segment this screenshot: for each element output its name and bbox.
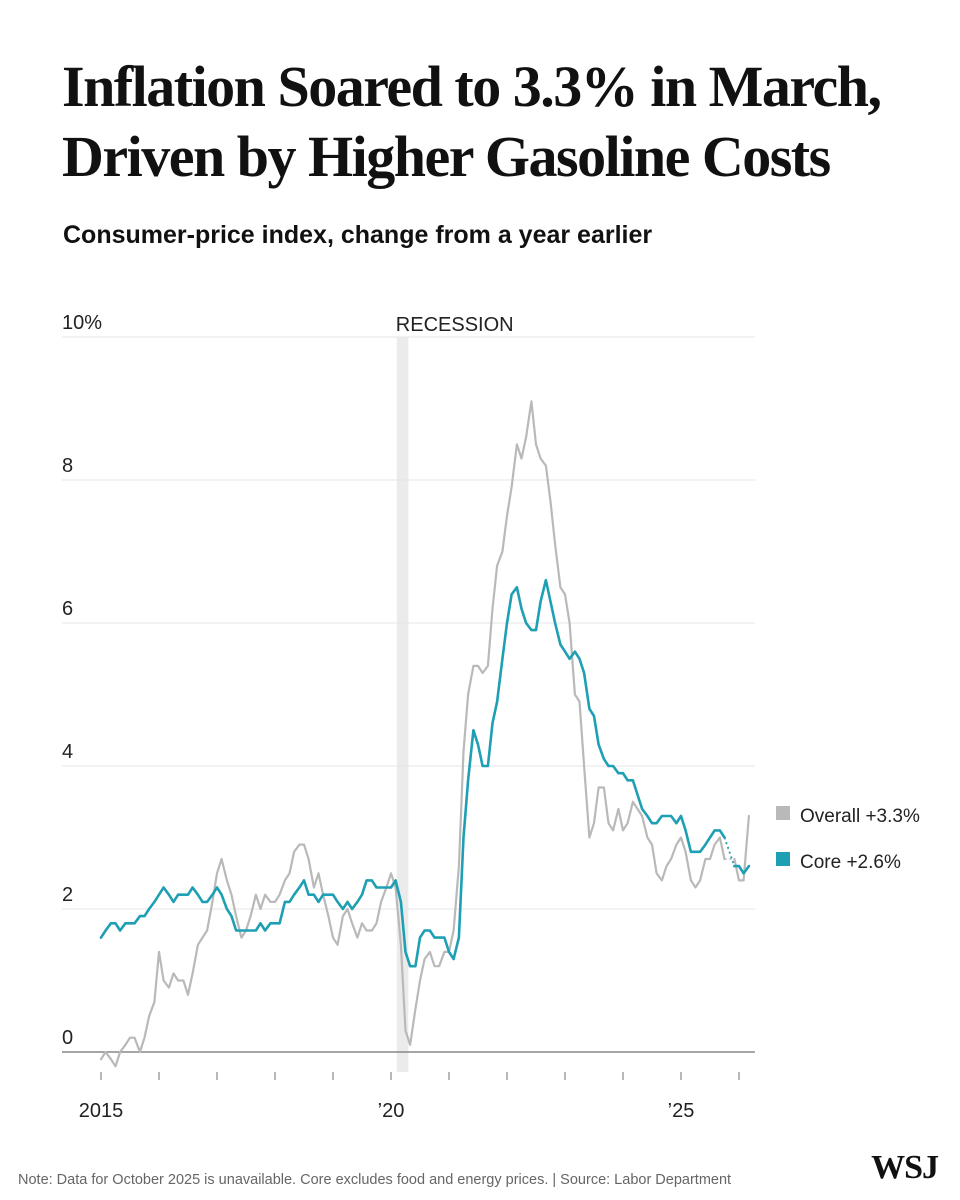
series-lines — [99, 400, 751, 1068]
y-tick-label: 6 — [62, 598, 73, 620]
wsj-logo: WSJ — [871, 1149, 939, 1186]
chart-title: Inflation Soared to 3.3% in March, Drive… — [62, 54, 882, 189]
annotation-group: RECESSION — [396, 314, 514, 336]
y-tick-label: 8 — [62, 455, 73, 477]
x-tick-label: ’20 — [378, 1100, 405, 1122]
legend-swatch-core — [776, 852, 790, 866]
line-chart: 10% 8 6 4 2 0 2015 ’20 ’25 RECESSION Overall +3… — [62, 312, 920, 1122]
recession-band — [396, 337, 409, 1072]
source-note: Note: Data for October 2025 is unavailab… — [18, 1172, 732, 1188]
chart-subtitle: Consumer-price index, change from a year… — [63, 221, 653, 249]
legend-label-core: Core +2.6% — [800, 852, 901, 873]
recession-band-group — [396, 337, 409, 1072]
series-core — [99, 578, 751, 968]
y-tick-label: 2 — [62, 884, 73, 906]
series-line-core — [99, 578, 726, 968]
y-tick-label: 0 — [62, 1027, 73, 1049]
gap-dotted-line-core — [723, 837, 736, 867]
series-overall — [99, 400, 751, 1068]
x-tick-label: 2015 — [79, 1100, 124, 1122]
legend: Overall +3.3% Core +2.6% — [776, 806, 920, 873]
y-axis-tick-labels: 10% 8 6 4 2 0 — [62, 312, 102, 1049]
legend-swatch-overall — [776, 806, 790, 820]
x-tick-label: ’25 — [668, 1100, 695, 1122]
series-line-overall — [99, 400, 726, 1068]
y-tick-label: 4 — [62, 741, 73, 763]
series-line-core — [733, 864, 751, 875]
series-line-overall — [733, 814, 751, 882]
gridline-group — [62, 336, 755, 1053]
x-axis: 2015 ’20 ’25 — [79, 1072, 740, 1122]
recession-label: RECESSION — [396, 314, 514, 336]
legend-label-overall: Overall +3.3% — [800, 806, 920, 827]
y-tick-label: 10% — [62, 312, 102, 334]
